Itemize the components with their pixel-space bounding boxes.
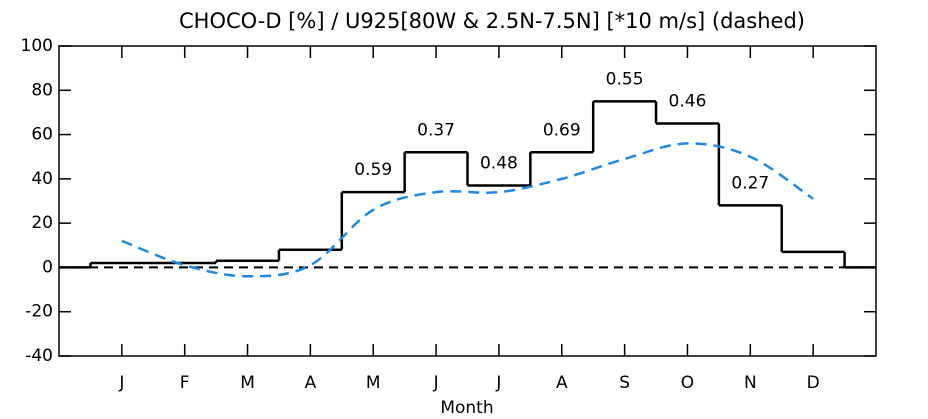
y-tick-label: 0 (42, 257, 53, 277)
x-tick-label: A (305, 373, 317, 393)
x-tick-label: J (495, 373, 501, 393)
data-label: 0.48 (480, 154, 518, 174)
chart-title: CHOCO-D [%] / U925[80W & 2.5N-7.5N] [*10… (179, 9, 805, 33)
x-tick-label: M (366, 373, 381, 393)
x-tick-label: S (619, 373, 630, 393)
plot-frame (58, 45, 877, 357)
x-tick-label: D (807, 373, 820, 393)
y-tick-label: -40 (25, 346, 53, 366)
x-tick-label: J (118, 373, 124, 393)
data-label: 0.46 (669, 92, 707, 112)
y-tick-label: -20 (25, 302, 53, 322)
y-tick-label: 80 (31, 80, 53, 100)
x-tick-label: F (180, 373, 190, 393)
x-tick-label: N (744, 373, 757, 393)
x-tick-label: A (556, 373, 568, 393)
y-tick-label: 40 (31, 169, 53, 189)
data-label: 0.27 (731, 173, 769, 193)
y-tick-label: 20 (31, 213, 53, 233)
x-tick-label: O (681, 373, 694, 393)
data-label: 0.69 (543, 120, 581, 140)
data-label: 0.55 (606, 69, 644, 89)
data-label: 0.59 (354, 160, 392, 180)
x-tick-label: M (240, 373, 255, 393)
y-tick-label: 60 (31, 125, 53, 145)
x-axis-label: Month (440, 398, 493, 418)
y-tick-label: 100 (21, 36, 53, 56)
x-tick-label: J (433, 373, 439, 393)
data-label: 0.37 (417, 120, 455, 140)
